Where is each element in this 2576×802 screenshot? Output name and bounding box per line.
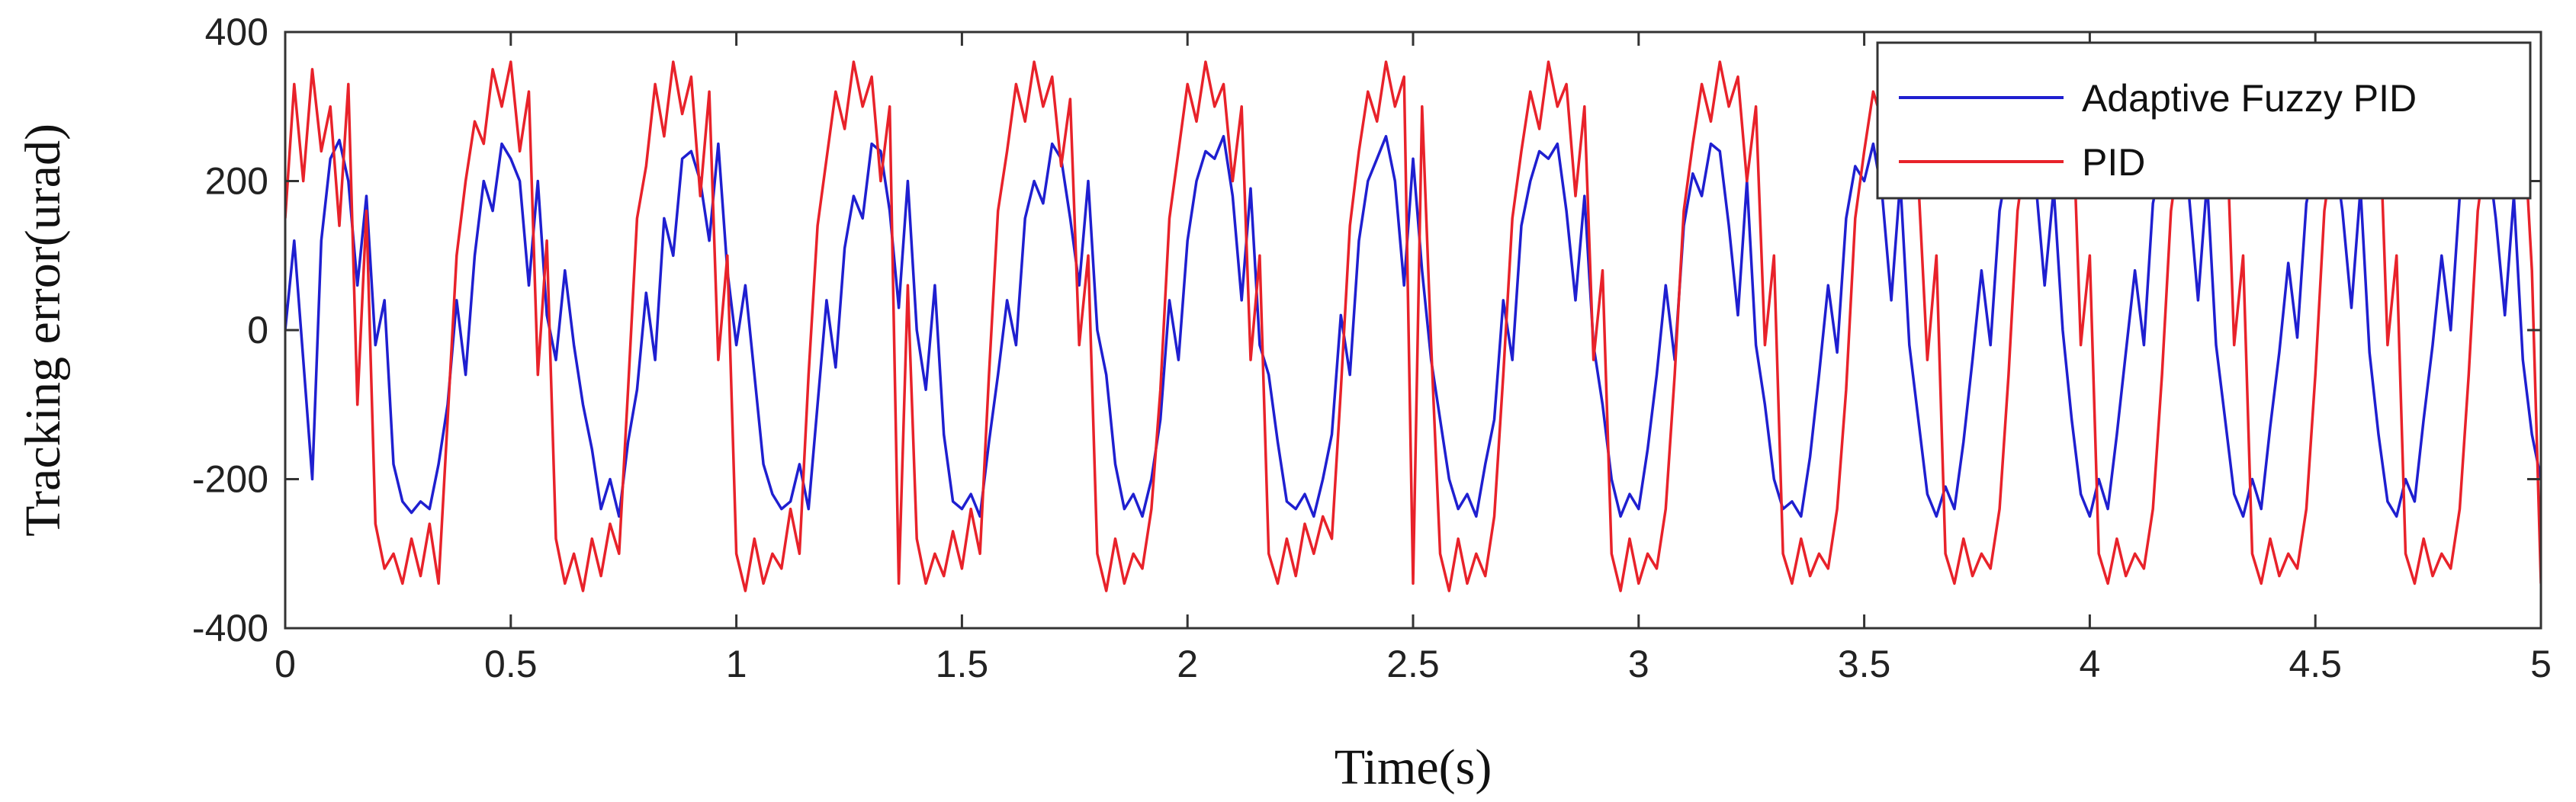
legend-box <box>1876 41 2532 200</box>
x-tick-label: 1.5 <box>936 643 989 685</box>
x-tick-label: 4.5 <box>2289 643 2342 685</box>
series-line-pid <box>285 60 2541 592</box>
legend-label-adaptive-fuzzy-pid: Adaptive Fuzzy PID <box>2082 77 2417 120</box>
y-tick-label: -200 <box>192 458 268 501</box>
x-tick-label: 2.5 <box>1386 643 1440 685</box>
y-tick-label: 0 <box>247 309 268 351</box>
y-tick-label: 200 <box>205 160 268 203</box>
x-tick-label: 0.5 <box>484 643 538 685</box>
legend-label-pid: PID <box>2082 141 2145 184</box>
x-axis-title: Time(s) <box>1335 739 1492 795</box>
y-tick-label: -400 <box>192 607 268 650</box>
x-tick-label: 0 <box>275 643 296 685</box>
x-tick-label: 5 <box>2530 643 2552 685</box>
y-tick-label: 400 <box>205 11 268 53</box>
legend: Adaptive Fuzzy PID PID <box>1876 41 2532 200</box>
y-axis-title: Tracking error(urad) <box>15 124 71 537</box>
x-tick-label: 1 <box>726 643 747 685</box>
x-tick-label: 3.5 <box>1838 643 1891 685</box>
x-tick-label: 4 <box>2079 643 2100 685</box>
x-tick-label: 3 <box>1628 643 1649 685</box>
x-tick-label: 2 <box>1177 643 1198 685</box>
